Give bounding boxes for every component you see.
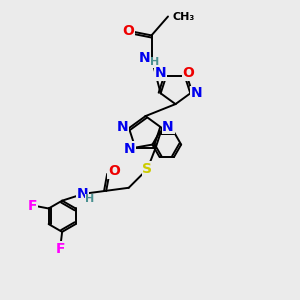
Text: N: N xyxy=(190,86,202,100)
Text: S: S xyxy=(142,162,152,176)
Text: O: O xyxy=(182,66,194,80)
Text: N: N xyxy=(76,187,88,201)
Text: F: F xyxy=(56,242,65,256)
Text: N: N xyxy=(139,52,151,65)
Text: O: O xyxy=(122,24,134,38)
Text: N: N xyxy=(162,120,174,134)
Text: H: H xyxy=(85,194,94,204)
Text: N: N xyxy=(154,67,166,80)
Text: N: N xyxy=(124,142,135,156)
Text: CH₃: CH₃ xyxy=(172,11,195,22)
Text: O: O xyxy=(108,164,120,178)
Text: N: N xyxy=(117,120,129,134)
Text: H: H xyxy=(151,57,160,68)
Text: F: F xyxy=(28,199,37,213)
